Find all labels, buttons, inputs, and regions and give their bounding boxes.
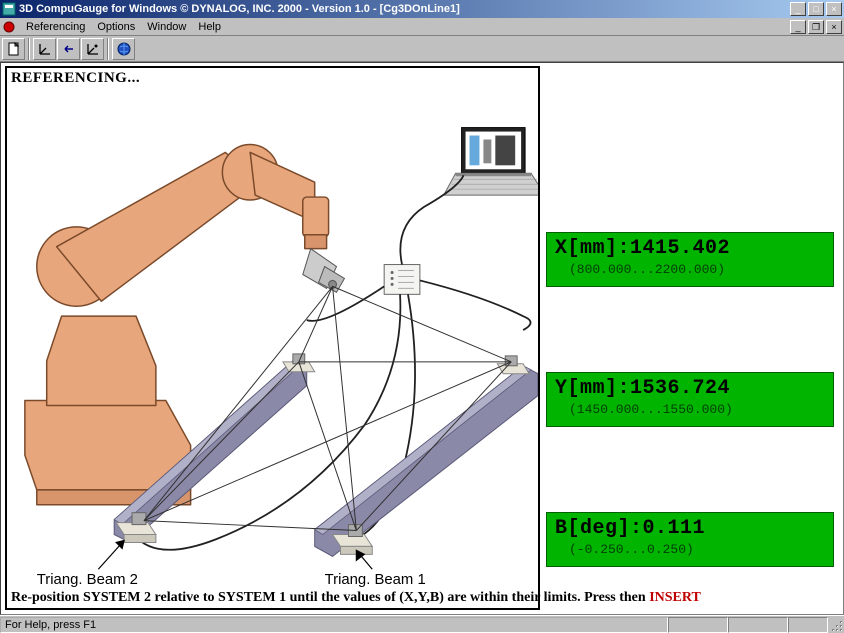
menu-options[interactable]: Options	[91, 20, 141, 34]
beam1-label: Triang. Beam 1	[325, 572, 426, 588]
status-cell-1	[668, 617, 728, 633]
new-doc-icon	[6, 41, 22, 57]
arrow-left-icon	[61, 41, 77, 57]
status-cell-2	[728, 617, 788, 633]
app-icon	[2, 2, 16, 16]
readout-b-value: B[deg]:0.111	[555, 517, 827, 540]
beam-1	[315, 356, 538, 556]
instruction-text: Re-position SYSTEM 2 relative to SYSTEM …	[11, 590, 534, 606]
status-bar: For Help, press F1	[0, 615, 844, 633]
toolbar-globe-button[interactable]	[112, 38, 135, 60]
mdi-restore-button[interactable]: ❐	[808, 20, 824, 34]
instruction-action: INSERT	[649, 590, 701, 605]
controller-box	[384, 265, 420, 295]
beam2-label: Triang. Beam 2	[37, 572, 138, 588]
mdi-doc-icon	[2, 20, 16, 34]
toolbar	[0, 36, 844, 62]
window-buttons: _ □ ×	[790, 2, 842, 16]
axes-icon	[37, 41, 53, 57]
readout-x-value: X[mm]:1415.402	[555, 237, 827, 260]
axes2-icon	[85, 41, 101, 57]
window-title: 3D CompuGauge for Windows © DYNALOG, INC…	[19, 3, 790, 15]
readout-y: Y[mm]:1536.724 (1450.000...1550.000)	[546, 372, 834, 427]
readout-x: X[mm]:1415.402 (800.000...2200.000)	[546, 232, 834, 287]
minimize-button[interactable]: _	[790, 2, 806, 16]
menu-bar: Referencing Options Window Help _ ❐ ×	[0, 18, 844, 36]
globe-icon	[116, 41, 132, 57]
toolbar-axes1-button[interactable]	[33, 38, 56, 60]
toolbar-separator	[28, 38, 30, 60]
title-bar: 3D CompuGauge for Windows © DYNALOG, INC…	[0, 0, 844, 18]
readout-x-range: (800.000...2200.000)	[555, 262, 827, 277]
reference-diagram: Triang. Beam 2 Triang. Beam 1	[7, 68, 538, 608]
readout-y-range: (1450.000...1550.000)	[555, 402, 827, 417]
status-help-text: For Help, press F1	[0, 617, 668, 633]
readout-b-range: (-0.250...0.250)	[555, 542, 827, 557]
diagram-pane: REFERENCING...	[5, 66, 540, 610]
mdi-window-buttons: _ ❐ ×	[790, 20, 844, 34]
menu-window[interactable]: Window	[141, 20, 192, 34]
readout-b: B[deg]:0.111 (-0.250...0.250)	[546, 512, 834, 567]
status-cell-3	[788, 617, 828, 633]
client-area: REFERENCING...	[0, 62, 844, 615]
toolbar-new-button[interactable]	[2, 38, 25, 60]
resize-grip-icon[interactable]	[828, 617, 844, 633]
menu-help[interactable]: Help	[192, 20, 227, 34]
mdi-close-button[interactable]: ×	[826, 20, 842, 34]
toolbar-separator-2	[107, 38, 109, 60]
menu-referencing[interactable]: Referencing	[20, 20, 91, 34]
laptop-icon	[444, 128, 538, 195]
toolbar-axes2-button[interactable]	[81, 38, 104, 60]
toolbar-axes-left-button[interactable]	[57, 38, 80, 60]
maximize-button[interactable]: □	[808, 2, 824, 16]
readout-y-value: Y[mm]:1536.724	[555, 377, 827, 400]
close-button[interactable]: ×	[826, 2, 842, 16]
instruction-prefix: Re-position SYSTEM 2 relative to SYSTEM …	[11, 590, 649, 605]
mdi-minimize-button[interactable]: _	[790, 20, 806, 34]
